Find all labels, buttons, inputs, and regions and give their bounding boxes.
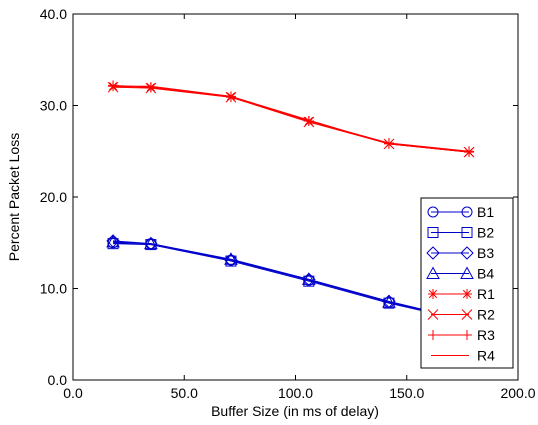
data-point-r3: [108, 80, 119, 91]
legend-marker: [461, 309, 473, 320]
legend-marker: [428, 289, 438, 299]
legend-marker: [461, 206, 473, 218]
legend-marker: [460, 266, 474, 279]
series-line-b4: [113, 241, 470, 322]
legend-marker: [460, 246, 474, 260]
legend-marker: [427, 206, 439, 218]
y-axis-label: Percent Packet Loss: [6, 133, 22, 261]
legend-marker: [426, 266, 440, 279]
x-tick-label: 0.0: [63, 385, 83, 401]
legend-marker: [428, 330, 438, 340]
x-tick-label: 200.0: [500, 385, 535, 401]
legend-marker: [461, 227, 473, 238]
data-point-b3: [302, 272, 316, 287]
legend-item: R2: [427, 307, 495, 323]
data-point-b4: [144, 236, 158, 250]
data-point-r3: [464, 146, 475, 157]
y-tick-label: 0.0: [48, 372, 68, 388]
data-point-b3: [144, 236, 158, 251]
series-b4: [106, 234, 476, 327]
series-b1: [107, 237, 475, 327]
y-tick-label: 10.0: [40, 281, 67, 297]
legend-item: R3: [428, 327, 495, 343]
legend-marker: [462, 330, 472, 340]
x-axis-label: Buffer Size (in ms of delay): [211, 403, 379, 419]
series-line-r3: [113, 84, 470, 152]
legend: B1 B2 B3 B4 R1 R2 R3 R4: [420, 197, 514, 369]
legend-label: R3: [477, 327, 495, 343]
data-point-b2: [107, 238, 119, 250]
legend-marker: [462, 289, 472, 299]
series-line-b2: [113, 243, 470, 322]
legend-label: R1: [477, 286, 495, 302]
y-tick-label: 20.0: [40, 189, 67, 205]
data-point-b4: [302, 272, 316, 285]
series-b3: [106, 234, 476, 328]
legend-label: R2: [477, 307, 495, 323]
y-tick-label: 40.0: [40, 6, 67, 22]
legend-item: R4: [431, 348, 495, 364]
legend-label: B4: [477, 266, 494, 282]
legend-label: B2: [477, 225, 494, 241]
series-line-r1: [113, 85, 470, 153]
x-tick-label: 150.0: [389, 385, 424, 401]
x-tick-label: 100.0: [278, 385, 313, 401]
legend-item: B4: [426, 266, 494, 282]
legend-marker: [426, 246, 440, 260]
data-point-b4: [224, 252, 238, 265]
legend-marker: [427, 309, 439, 320]
x-tick-label: 50.0: [171, 385, 198, 401]
y-tick-label: 30.0: [40, 98, 67, 114]
data-point-b4: [382, 295, 396, 308]
legend-label: B3: [477, 245, 494, 261]
series-line-r4: [113, 85, 470, 153]
legend-item: B2: [427, 225, 494, 241]
legend-label: B1: [477, 204, 494, 220]
series-layer: [106, 80, 476, 328]
legend-marker: [427, 227, 439, 238]
y-axis-ticks: 0.0 10.0 20.0 30.0 40.0: [40, 6, 518, 388]
series-line-r2: [113, 86, 470, 153]
legend-item: B1: [427, 204, 494, 220]
series-r4: [113, 85, 470, 153]
legend-box: [420, 197, 514, 369]
x-axis-ticks: 0.0 50.0 100.0 150.0 200.0: [63, 14, 536, 401]
series-b2: [107, 238, 475, 327]
data-point-b4: [106, 234, 120, 248]
legend-item: B3: [426, 245, 494, 261]
series-r3: [108, 80, 475, 157]
legend-item: R1: [428, 286, 495, 302]
legend-label: R4: [477, 348, 495, 364]
